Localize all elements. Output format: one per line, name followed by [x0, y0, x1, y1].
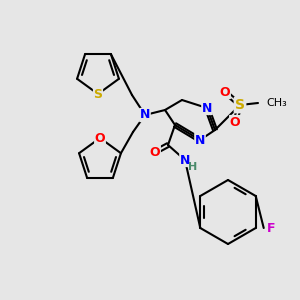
- Text: O: O: [220, 85, 230, 98]
- Text: H: H: [188, 162, 198, 172]
- Text: N: N: [202, 101, 212, 115]
- Text: N: N: [195, 134, 205, 146]
- Text: O: O: [95, 131, 105, 145]
- Text: F: F: [266, 221, 275, 235]
- Text: S: S: [94, 88, 103, 100]
- Text: CH₃: CH₃: [266, 98, 287, 108]
- Text: S: S: [235, 98, 245, 112]
- Text: O: O: [230, 116, 240, 128]
- Text: O: O: [150, 146, 160, 158]
- Text: N: N: [140, 109, 150, 122]
- Text: N: N: [180, 154, 190, 166]
